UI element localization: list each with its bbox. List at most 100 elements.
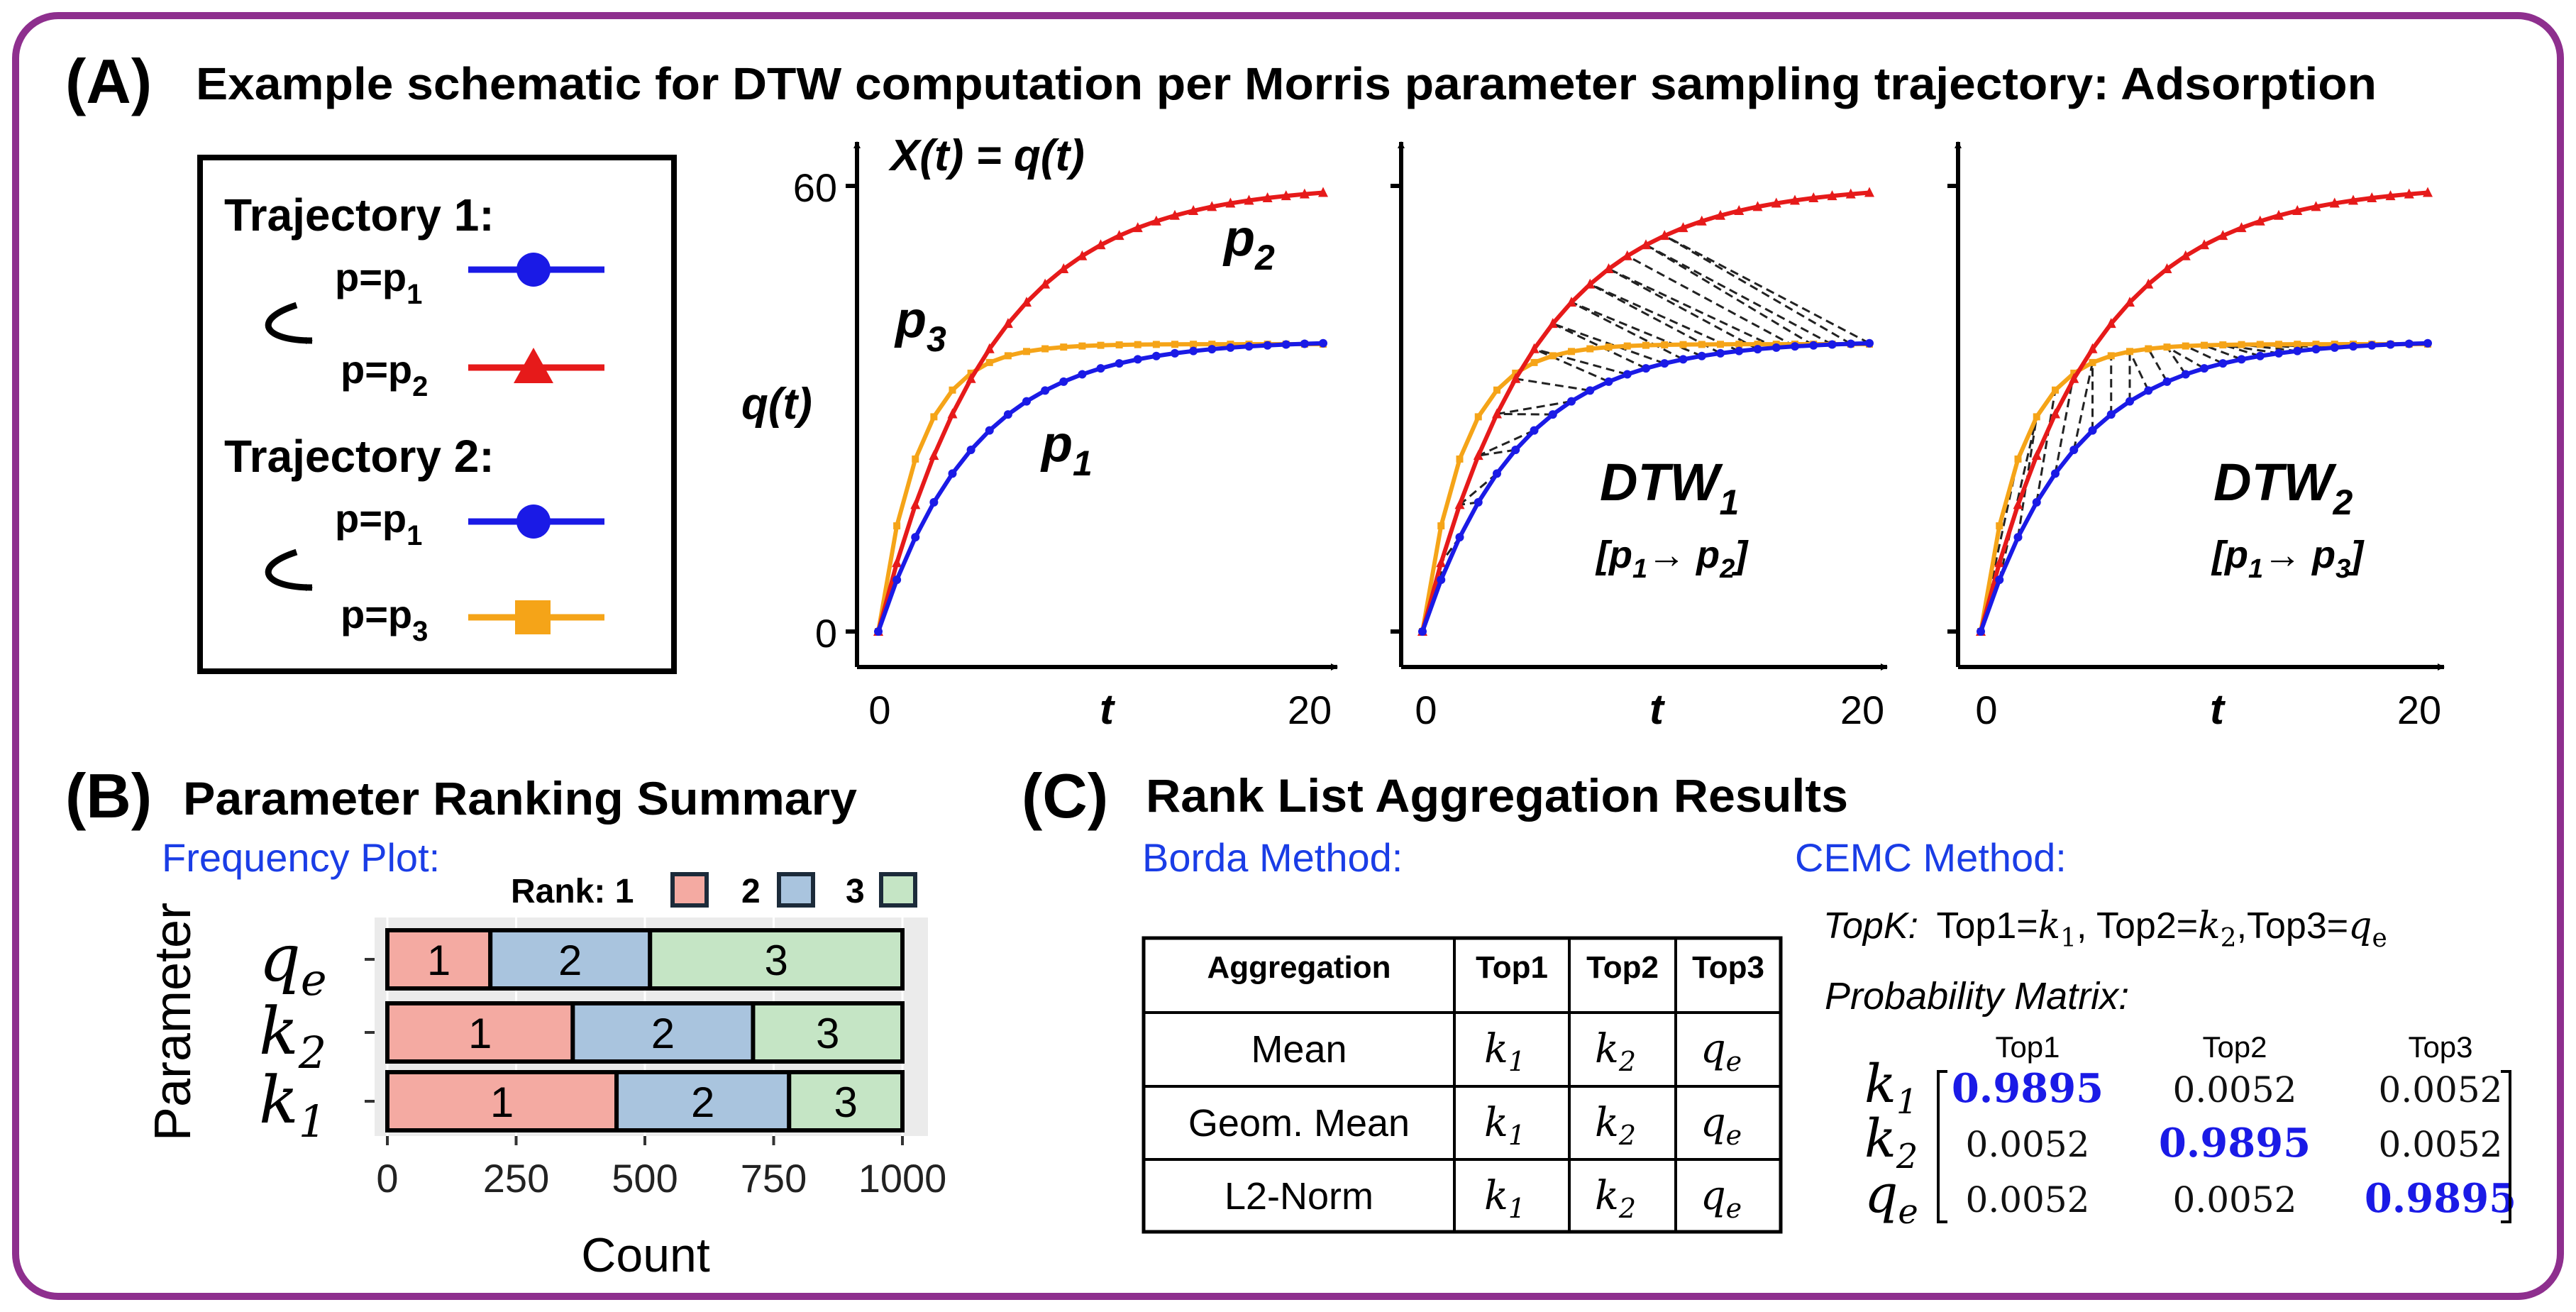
plot2-point-p1 (1809, 341, 1818, 350)
plot2-point-p2 (1790, 194, 1800, 205)
plot2-dtw-link (1608, 268, 1777, 349)
rank-legend-swatch-2 (777, 872, 815, 908)
plot3-point-p3 (2256, 341, 2264, 348)
borda-row-name: Mean (1251, 1028, 1347, 1071)
plot1-point-p1 (1319, 338, 1327, 348)
dtw-plot-2: 0 20 t DTW2 [p1→ p3] (1947, 141, 2445, 733)
plot1-point-p1 (1096, 364, 1105, 373)
plot1-point-p3 (1078, 342, 1086, 350)
x-tick-label: 750 (741, 1156, 807, 1201)
plot1-point-p2 (1262, 192, 1273, 203)
bar-qe-rank-2 (488, 928, 653, 991)
plot3-point-p1 (2106, 410, 2116, 419)
plot1-point-p3 (1023, 348, 1030, 355)
plot3-xtick-label-right: 20 (2397, 688, 2441, 732)
plot3-dtw-link (2166, 346, 2187, 375)
rank-legend-3: 3 (846, 873, 865, 910)
plot1-point-p2 (910, 499, 921, 509)
plot2-point-p2 (1603, 263, 1614, 273)
bar-k2-rank-3 (751, 1001, 905, 1064)
chart-ylabel: Parameter (145, 903, 201, 1141)
matrix-value: 0.0052 (2379, 1124, 2503, 1165)
plot1-point-p1 (1041, 386, 1050, 395)
borda-cell: qe (1701, 1173, 1742, 1224)
plot2-point-p2 (1734, 205, 1745, 216)
plot1-label-p1: p1 (1040, 416, 1093, 483)
plot3-pair-label: [p1→ p3] (2211, 534, 2365, 584)
plot1-point-p3 (1004, 352, 1012, 360)
plot1-point-p2 (1225, 197, 1236, 208)
plot3-point-p3 (2163, 343, 2171, 351)
plot3-point-p2 (2162, 263, 2172, 273)
plot3-point-p3 (2219, 341, 2227, 349)
plot3-point-p3 (1996, 522, 2003, 530)
plot2-point-p2 (1510, 373, 1521, 383)
chart-xlabel: Count (581, 1228, 710, 1282)
plot3-dtw-link (2035, 390, 2057, 503)
plot2-point-p2 (1845, 188, 1856, 199)
plot2-point-p2 (1454, 499, 1465, 509)
borda-header-top1: Top1 (1476, 950, 1548, 985)
borda-cell: k2 (1595, 1173, 1636, 1224)
figure-frame (12, 12, 2564, 1300)
trajectory-plot-1: 60 0 0 20 t q(t) X(t) = q(t) p2 p3 p1 (741, 131, 1338, 733)
plot2-point-p3 (1698, 341, 1706, 348)
plot2-point-p1 (1548, 410, 1557, 419)
plot2-point-p2 (1808, 192, 1819, 203)
trajectory-legend: Trajectory 1: p=p1 p=p2 Trajectory 2: p=… (197, 155, 677, 674)
matrix-row-label: k1 (1864, 1054, 1918, 1122)
plot3-point-p3 (2294, 341, 2301, 348)
plot2-point-p1 (1586, 386, 1595, 395)
plot3-point-p3 (2126, 348, 2133, 355)
plot1-function-label: X(t) = q(t) (888, 131, 1085, 180)
plot3-point-p2 (2329, 197, 2340, 208)
plot2-point-p2 (1659, 230, 1670, 241)
y-tick-label: qe (259, 920, 327, 1005)
panel-b-letter: (B) (65, 761, 152, 831)
plot2-point-p3 (1754, 341, 1762, 348)
plot1-xtick-label-left: 0 (868, 688, 890, 732)
matrix-right-bracket (2501, 1070, 2511, 1223)
probability-matrix: Top1 Top2 Top3 k1 0.9895 0.0052 0.0052 k2 0.0052… (1864, 1030, 2516, 1232)
plot1-point-p2 (1077, 250, 1088, 260)
bar-label-k2-rank-2: 2 (651, 1010, 675, 1057)
x-tick-label: 0 (376, 1156, 398, 1201)
matrix-value: 0.0052 (1966, 1179, 2090, 1220)
plot3-point-p2 (2180, 250, 2191, 260)
plot2-dtw-link (1478, 448, 1516, 457)
plot2-point-p1 (1604, 377, 1613, 386)
plot3-dtw-link (2204, 344, 2243, 360)
plot3-point-p3 (2238, 341, 2245, 348)
plot1-label-p2: p2 (1222, 210, 1275, 277)
plot2-dtw-link (1664, 234, 1852, 345)
panel-a-title: Example schematic for DTW computation pe… (196, 58, 2377, 109)
legend-p1-label-a: p=p1 (335, 255, 422, 310)
plot1-point-p2 (1022, 297, 1032, 307)
plot2-pair-label: [p1→ p2] (1595, 534, 1749, 584)
plot1-curves (873, 187, 1328, 636)
plot1-curve-p1 (876, 341, 1324, 633)
x-tick-label: 500 (612, 1156, 678, 1201)
plot1-point-p3 (1134, 341, 1141, 348)
plot2-dtw-link (1534, 348, 1628, 376)
y-tick-label: k1 (259, 1062, 326, 1147)
plot3-curve-p1 (1979, 341, 2428, 633)
plot1-point-p2 (1095, 239, 1106, 250)
matrix-left-bracket (1937, 1070, 1947, 1223)
plot1-point-p2 (984, 343, 995, 353)
rank-legend: Rank: 1 2 3 (511, 872, 917, 910)
plot3-point-p2 (2087, 343, 2098, 353)
bar-label-qe-rank-2: 2 (558, 937, 582, 984)
plot2-point-p3 (1493, 386, 1500, 394)
cemc-method-title: CEMC Method: (1795, 835, 2067, 880)
plot2-dtw-link (1645, 243, 1833, 346)
plot1-point-p3 (1060, 343, 1068, 351)
plot3-point-p2 (2031, 450, 2042, 461)
bar-label-k2-rank-1: 1 (468, 1010, 492, 1057)
plot2-point-p1 (1511, 446, 1520, 455)
plot3-point-p2 (1994, 557, 2005, 568)
rank-legend-2: 2 (741, 873, 761, 910)
plot2-point-p3 (1568, 348, 1575, 355)
plot2-point-p3 (1456, 455, 1464, 463)
